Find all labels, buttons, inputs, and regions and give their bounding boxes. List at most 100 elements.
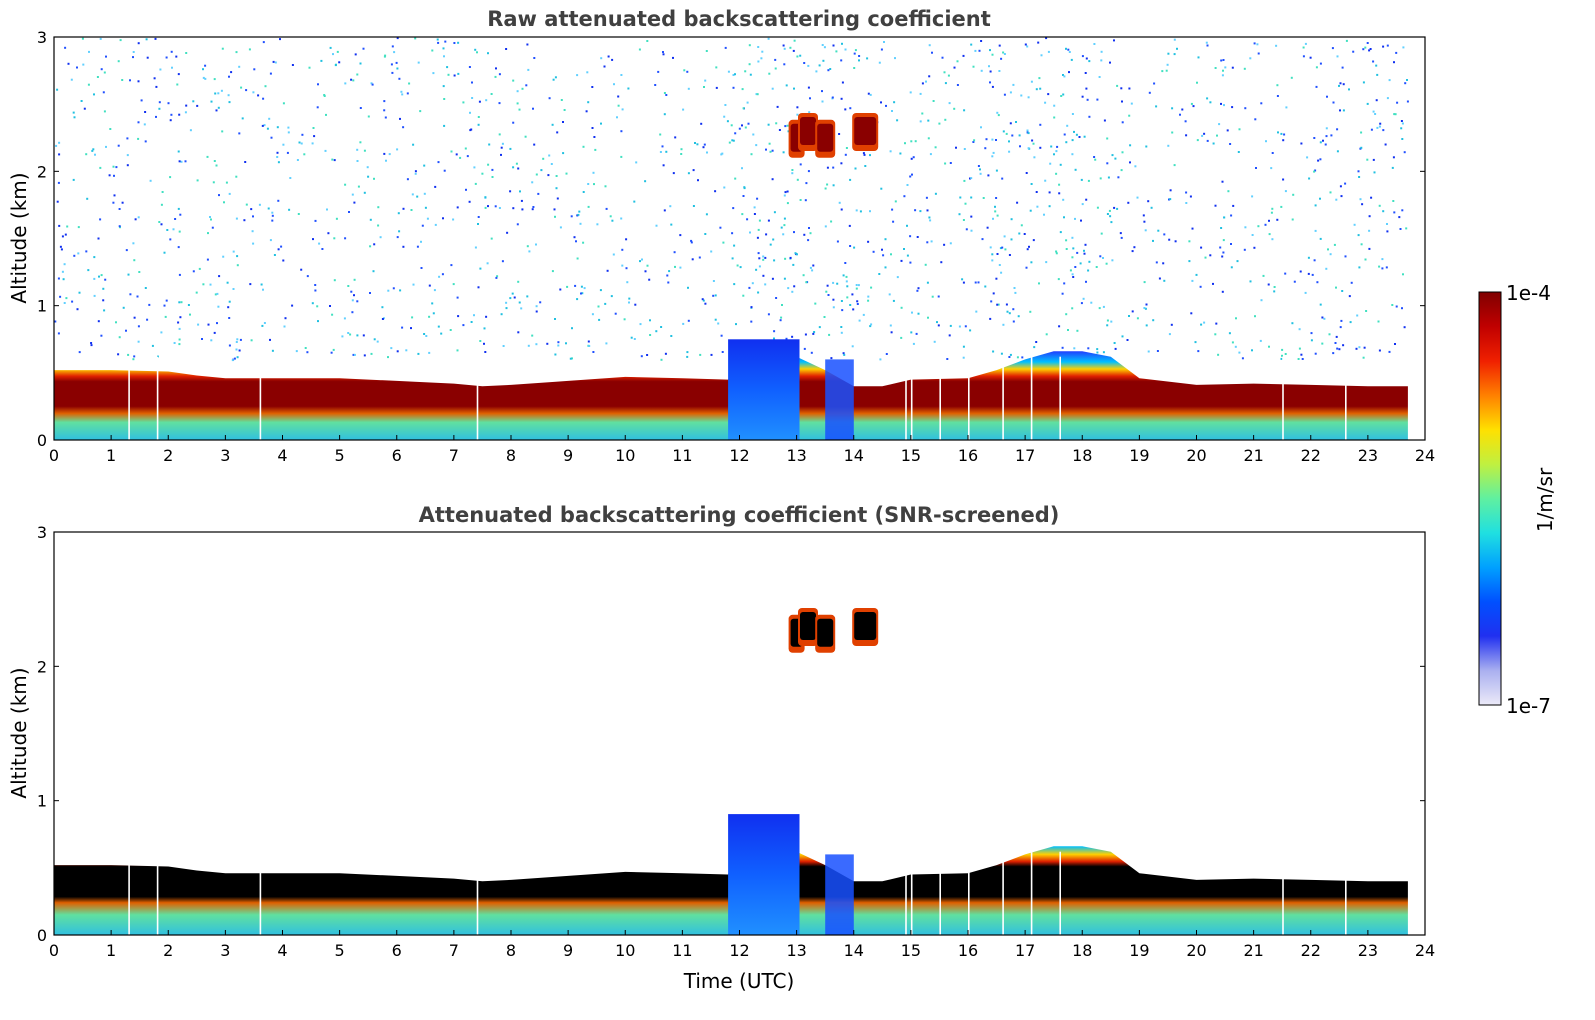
noise-pixel (914, 209, 917, 212)
noise-pixel (401, 93, 404, 96)
noise-pixel (700, 122, 703, 125)
noise-pixel (1281, 354, 1283, 357)
noise-pixel (161, 191, 164, 193)
noise-pixel (1335, 335, 1338, 338)
data-gap (905, 851, 907, 935)
noise-pixel (1304, 42, 1307, 45)
noise-pixel (1372, 60, 1375, 63)
noise-pixel (1106, 319, 1109, 322)
noise-pixel (155, 115, 157, 118)
noise-pixel (679, 234, 682, 237)
noise-pixel (1086, 98, 1089, 101)
noise-pixel (1360, 131, 1363, 134)
noise-pixel (334, 64, 337, 67)
noise-pixel (826, 183, 829, 186)
noise-pixel (792, 49, 795, 52)
noise-pixel (885, 353, 888, 355)
noise-pixel (385, 159, 387, 162)
noise-pixel (612, 253, 615, 256)
data-gap (910, 356, 913, 440)
noise-pixel (137, 340, 140, 343)
noise-pixel (399, 117, 401, 120)
noise-pixel (810, 351, 813, 354)
noise-pixel (762, 274, 765, 277)
noise-pixel (812, 332, 815, 335)
noise-pixel (126, 154, 129, 157)
convective-zone (825, 854, 854, 935)
noise-pixel (236, 264, 239, 267)
noise-pixel (554, 215, 556, 218)
noise-pixel (919, 210, 922, 213)
noise-pixel (784, 125, 787, 128)
noise-pixel (376, 340, 379, 343)
noise-pixel (1096, 351, 1099, 354)
noise-pixel (1360, 243, 1363, 246)
noise-pixel (765, 148, 767, 151)
noise-pixel (845, 275, 848, 278)
noise-pixel (1364, 46, 1367, 49)
noise-pixel (855, 284, 858, 286)
noise-pixel (690, 239, 693, 242)
noise-pixel (840, 162, 843, 165)
noise-pixel (985, 138, 988, 141)
noise-pixel (970, 215, 973, 218)
noise-pixel (995, 197, 998, 199)
noise-pixel (964, 325, 967, 328)
noise-pixel (1085, 198, 1088, 201)
noise-pixel (1340, 195, 1343, 198)
noise-pixel (158, 221, 161, 223)
noise-pixel (1238, 351, 1241, 354)
noise-pixel (540, 169, 543, 172)
x-tick-label: 5 (335, 446, 345, 465)
noise-pixel (702, 146, 705, 149)
noise-pixel (1290, 76, 1293, 79)
x-tick-label: 10 (615, 941, 635, 960)
noise-pixel (1109, 61, 1111, 64)
noise-pixel (831, 96, 834, 99)
noise-pixel (926, 241, 929, 244)
noise-pixel (179, 316, 182, 319)
noise-pixel (1393, 113, 1396, 116)
noise-pixel (1029, 310, 1032, 313)
noise-pixel (661, 145, 664, 148)
noise-pixel (1353, 223, 1356, 226)
noise-pixel (974, 49, 977, 52)
noise-pixel (137, 121, 140, 124)
cloud-layer-core (800, 612, 816, 640)
noise-pixel (1065, 239, 1068, 242)
noise-pixel (1136, 196, 1139, 199)
noise-pixel (350, 78, 353, 81)
noise-pixel (803, 233, 806, 236)
noise-pixel (178, 343, 181, 346)
noise-pixel (1273, 290, 1276, 293)
noise-pixel (673, 251, 676, 254)
noise-pixel (771, 149, 774, 152)
noise-pixel (719, 226, 722, 229)
noise-pixel (1284, 353, 1287, 355)
noise-pixel (943, 71, 946, 74)
noise-pixel (1152, 319, 1155, 322)
noise-pixel (686, 70, 689, 73)
noise-pixel (164, 315, 167, 318)
noise-pixel (262, 97, 265, 100)
noise-pixel (390, 347, 393, 350)
noise-pixel (986, 226, 989, 229)
noise-pixel (1268, 345, 1270, 348)
noise-pixel (691, 258, 694, 261)
noise-pixel (1012, 308, 1015, 311)
noise-pixel (682, 108, 685, 111)
noise-pixel (1271, 207, 1274, 210)
noise-pixel (906, 254, 909, 257)
noise-pixel (1058, 183, 1061, 186)
noise-pixel (721, 152, 724, 155)
noise-pixel (1366, 102, 1369, 105)
noise-pixel (456, 349, 459, 352)
noise-pixel (962, 356, 965, 359)
noise-pixel (853, 67, 856, 69)
noise-pixel (1169, 198, 1172, 201)
noise-pixel (783, 277, 786, 280)
noise-pixel (1021, 356, 1024, 359)
noise-pixel (1203, 132, 1206, 135)
noise-pixel (1088, 115, 1091, 118)
x-tick-label: 22 (1301, 446, 1321, 465)
